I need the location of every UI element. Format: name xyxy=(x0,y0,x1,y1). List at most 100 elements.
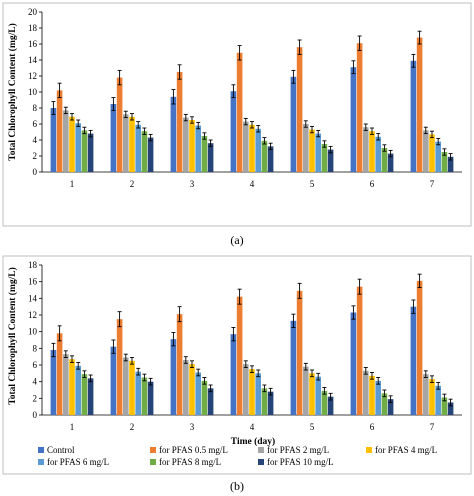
panel-a-bar xyxy=(267,146,274,172)
panel-a-bar xyxy=(189,120,195,172)
legend-swatch xyxy=(150,459,156,465)
panel-b-bar xyxy=(116,319,123,415)
panel-b-y-tick-label: 4 xyxy=(33,377,38,387)
panel-a-bar xyxy=(321,144,328,172)
panel-b-bar xyxy=(230,334,237,415)
panel-b-bar xyxy=(381,393,388,415)
panel-a-y-tick-label: 0 xyxy=(33,167,38,177)
panel-a-bar xyxy=(261,140,268,172)
panel-a-y-tick-label: 20 xyxy=(28,7,38,17)
panel-a-bar xyxy=(363,127,369,172)
panel-a-bar xyxy=(50,108,57,172)
panel-a-bar xyxy=(81,130,88,172)
legend-swatch xyxy=(366,447,372,453)
panel-b-x-tick-label: 1 xyxy=(70,422,75,432)
panel-b-bar xyxy=(363,370,369,415)
panel-a-bar xyxy=(176,72,183,172)
panel-a-y-tick-label: 18 xyxy=(28,23,38,33)
legend-label: for PFAS 8 mg/L xyxy=(159,457,221,467)
panel-b-bar xyxy=(81,374,88,415)
panel-a-bar xyxy=(303,124,309,172)
panel-a-bar xyxy=(356,43,363,173)
panel-b-x-tick-label: 2 xyxy=(130,422,135,432)
legend-swatch xyxy=(38,459,44,465)
panel-b-bar xyxy=(195,372,201,415)
panel-a-y-tick-label: 16 xyxy=(28,39,38,49)
panel-a-x-tick-label: 6 xyxy=(370,179,375,189)
panel-b-y-tick-label: 12 xyxy=(28,310,37,320)
panel-b-bar xyxy=(321,390,328,415)
panel-a-bar xyxy=(147,137,154,172)
panel-a-bar xyxy=(195,125,201,172)
panel-b-bar xyxy=(189,364,195,415)
panel-b-bar xyxy=(356,286,363,415)
panel-b-y-tick-label: 2 xyxy=(33,393,38,403)
panel-b-bar xyxy=(303,366,309,415)
panel-b-bar xyxy=(410,306,417,415)
panel-a-bar xyxy=(183,117,189,172)
legend-label: for PFAS 6 mg/L xyxy=(47,457,109,467)
panel-b-bar xyxy=(207,388,214,415)
legend-swatch xyxy=(38,447,44,453)
panel-b-y-tick-label: 16 xyxy=(28,277,38,287)
panel-b-bar xyxy=(447,402,454,415)
panel-a-x-tick-label: 3 xyxy=(190,179,195,189)
panel-a-bar xyxy=(387,153,394,172)
panel-a-bar xyxy=(75,123,81,172)
panel-a-bar xyxy=(441,152,448,172)
panel-b-bar xyxy=(350,312,357,415)
panel-a-bar xyxy=(416,37,423,172)
panel-a-bar xyxy=(236,52,243,172)
panel-a-bar xyxy=(369,131,375,172)
legend-label: Control xyxy=(47,445,75,455)
panel-b-bar xyxy=(176,314,183,415)
panel-b-bar xyxy=(429,379,435,415)
panel-b-x-tick-label: 6 xyxy=(370,422,375,432)
panel-b-bar xyxy=(423,374,429,415)
panel-a-bar xyxy=(201,136,208,172)
panel-a-label: (a) xyxy=(230,233,243,247)
panel-a-bar xyxy=(435,141,441,172)
panel-a-bar xyxy=(116,77,123,172)
panel-a-bar xyxy=(350,67,357,172)
panel-a-y-tick-label: 12 xyxy=(28,71,37,81)
panel-b-bar xyxy=(201,380,208,415)
panel-a-bar xyxy=(135,124,141,172)
chart-panel-a: Total Chlorophyll Content (mg/L) 0 2 4 6 8 10… xyxy=(2,2,472,227)
panel-a-bar xyxy=(87,133,94,172)
panel-b-bar xyxy=(267,391,274,415)
panel-a-bar xyxy=(309,129,315,172)
panel-b-y-axis-title: Total Chlorophyll Content (mg/L) xyxy=(7,267,18,405)
panel-b-bar xyxy=(327,396,334,415)
panel-b-y-tick-label: 6 xyxy=(33,360,38,370)
legend-label: for PFAS 2 mg/L xyxy=(267,445,329,455)
panel-a-bar xyxy=(170,96,177,172)
panel-a-bar xyxy=(123,114,129,172)
panel-a-bar xyxy=(327,149,334,172)
panel-b-x-tick-label: 4 xyxy=(250,422,255,432)
panel-a-bar xyxy=(315,133,321,172)
legend-label: for PFAS 10 mg/L xyxy=(267,457,334,467)
panel-b-bar xyxy=(87,378,94,415)
panel-b-y-tick-label: 10 xyxy=(28,327,38,337)
panel-a-bar xyxy=(249,124,255,172)
panel-b-bar xyxy=(309,373,315,415)
panel-b-y-tick-label: 14 xyxy=(28,293,38,303)
panel-b-x-axis-title: Time (day) xyxy=(231,436,275,447)
panel-b-bar xyxy=(416,280,423,415)
legend-label: for PFAS 0.5 mg/L xyxy=(159,445,228,455)
panel-a-bar xyxy=(56,90,63,172)
panel-a-bar xyxy=(230,91,237,172)
panel-a-bar xyxy=(290,76,297,172)
panel-a-bar xyxy=(141,131,148,172)
panel-a-y-tick-label: 2 xyxy=(33,151,38,161)
panel-b-x-tick-label: 7 xyxy=(430,422,435,432)
panel-b-bar xyxy=(236,296,243,415)
panel-b-bar xyxy=(141,377,148,415)
panel-b-bar xyxy=(50,350,57,415)
panel-b-bar xyxy=(110,346,117,415)
legend-swatch xyxy=(258,447,264,453)
panel-b-y-tick-label: 0 xyxy=(33,410,38,420)
panel-a-x-tick-label: 2 xyxy=(130,179,135,189)
